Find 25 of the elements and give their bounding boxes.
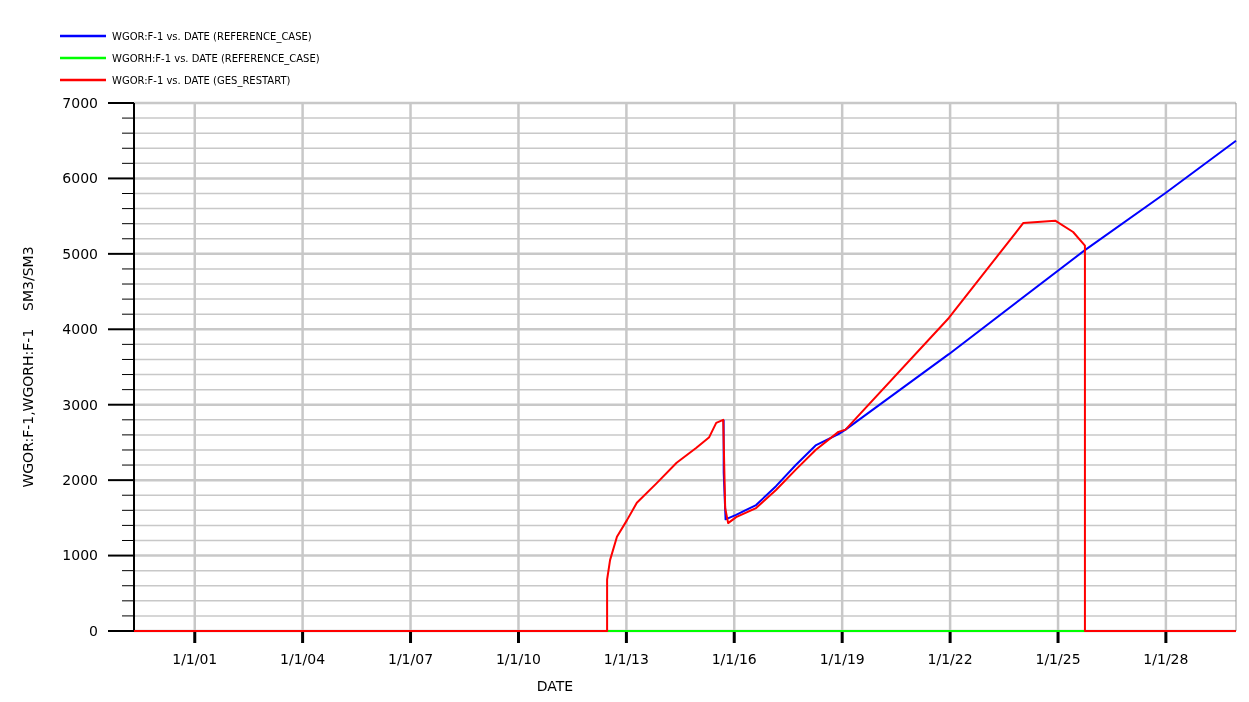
x-tick-label: 1/1/04 [280, 651, 326, 667]
x-tick-label: 1/1/16 [711, 651, 757, 667]
legend-label: WGOR:F-1 vs. DATE (GES_RESTART) [112, 74, 291, 87]
y-axis-title: WGOR:F-1,WGORH:F-1 SM3/SM3 [20, 246, 36, 488]
x-tick-label: 1/1/07 [388, 651, 434, 667]
legend-label: WGOR:F-1 vs. DATE (REFERENCE_CASE) [112, 30, 312, 43]
x-tick-label: 1/1/19 [819, 651, 865, 667]
y-tick-label: 6000 [62, 170, 98, 187]
x-tick-label: 1/1/10 [495, 651, 541, 667]
x-tick-label: 1/1/13 [603, 651, 649, 667]
y-tick-label: 1000 [62, 547, 98, 564]
line-series [133, 219, 1237, 632]
y-tick-label: 7000 [62, 94, 98, 111]
x-tick-label: 1/1/01 [172, 651, 218, 667]
x-axis-title: DATE [536, 678, 574, 694]
y-tick-label: 4000 [62, 321, 98, 338]
x-tick-label: 1/1/22 [927, 651, 973, 667]
y-tick-label: 2000 [62, 472, 98, 489]
y-tick-label: 0 [89, 622, 98, 639]
y-tick-label: 5000 [62, 245, 98, 262]
legend-label: WGORH:F-1 vs. DATE (REFERENCE_CASE) [112, 52, 320, 65]
x-tick-label: 1/1/28 [1143, 651, 1189, 667]
line-series [722, 139, 1237, 521]
y-tick-label: 3000 [62, 396, 98, 413]
x-tick-label: 1/1/25 [1035, 651, 1081, 667]
